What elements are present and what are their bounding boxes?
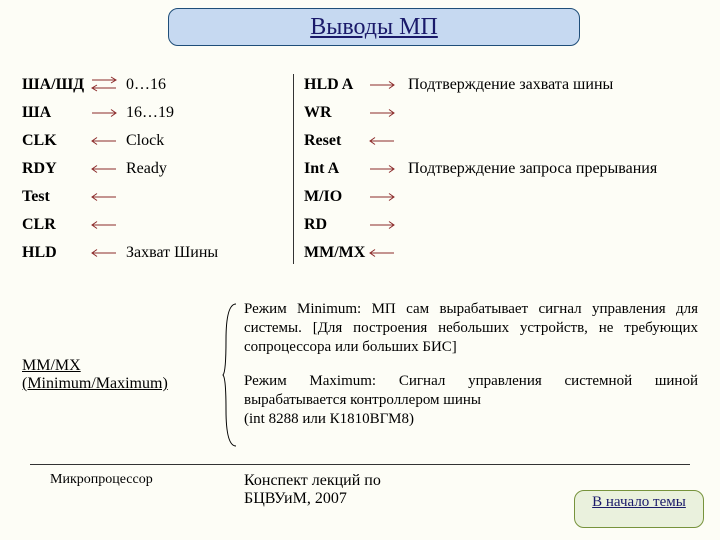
pin-arrow-icon xyxy=(90,107,126,119)
pin-row: Test xyxy=(22,186,287,208)
pin-column-left: ША/ШД 0…16 ША 16…19 CLK Clock RDY Ready Test CLR… xyxy=(22,74,294,264)
page-title: Выводы МП xyxy=(310,14,438,41)
pin-name: RD xyxy=(304,216,368,234)
title-box: Выводы МП xyxy=(168,8,580,46)
pin-columns: ША/ШД 0…16 ША 16…19 CLK Clock RDY Ready Test CLR… xyxy=(22,74,698,264)
pin-name: ША/ШД xyxy=(22,76,90,94)
pin-desc: Подтверждение запроса прерывания xyxy=(408,160,698,178)
footer: Микропроцессор Конспект лекций по БЦВУиМ… xyxy=(0,470,720,530)
pin-desc: 16…19 xyxy=(126,104,287,122)
pin-row: WR xyxy=(304,102,698,124)
pin-name: Test xyxy=(22,188,90,206)
pin-desc: 0…16 xyxy=(126,76,287,94)
pin-row: RD xyxy=(304,214,698,236)
pin-name: HLD xyxy=(22,244,90,262)
pin-name: CLR xyxy=(22,216,90,234)
mmmx-para-max: Режим Maximum: Сигнал управления системн… xyxy=(244,372,698,428)
pin-row: CLR xyxy=(22,214,287,236)
pin-arrow-icon xyxy=(368,79,408,91)
pin-arrow-icon xyxy=(90,163,126,175)
pin-arrow-icon xyxy=(368,247,408,259)
pin-row: MM/MX xyxy=(304,242,698,264)
footer-divider xyxy=(30,464,690,465)
pin-arrow-icon xyxy=(90,76,126,94)
mmmx-text: Режим Minimum: МП сам вырабатывает сигна… xyxy=(240,300,698,450)
pin-arrow-icon xyxy=(368,107,408,119)
pin-arrow-icon xyxy=(90,247,126,259)
footer-left: Микропроцессор xyxy=(50,472,153,488)
pin-name: MM/MX xyxy=(304,244,368,262)
footer-center: Конспект лекций по БЦВУиМ, 2007 xyxy=(244,472,444,508)
pin-row: HLD Захват Шины xyxy=(22,242,287,264)
pin-row: ША 16…19 xyxy=(22,102,287,124)
pin-arrow-icon xyxy=(368,163,408,175)
back-to-topic-button[interactable]: В начало темы xyxy=(574,490,704,528)
pin-name: HLD A xyxy=(304,76,368,94)
pin-row: M/IO xyxy=(304,186,698,208)
pin-arrow-icon xyxy=(368,135,408,147)
pin-row: CLK Clock xyxy=(22,130,287,152)
pin-name: M/IO xyxy=(304,188,368,206)
pin-desc: Ready xyxy=(126,160,287,178)
pin-desc: Подтверждение захвата шины xyxy=(408,76,698,94)
pin-arrow-icon xyxy=(90,135,126,147)
pin-row: ША/ШД 0…16 xyxy=(22,74,287,96)
pin-arrow-icon xyxy=(368,219,408,231)
pin-desc: Clock xyxy=(126,132,287,150)
pin-name: Int A xyxy=(304,160,368,178)
pin-arrow-icon xyxy=(368,191,408,203)
pin-name: Reset xyxy=(304,132,368,150)
pin-name: CLK xyxy=(22,132,90,150)
pin-row: HLD A Подтверждение захвата шины xyxy=(304,74,698,96)
mmmx-bracket xyxy=(222,300,240,450)
pin-desc: Захват Шины xyxy=(126,244,287,262)
pin-row: RDY Ready xyxy=(22,158,287,180)
mmmx-para-min: Режим Minimum: МП сам вырабатывает сигна… xyxy=(244,300,698,356)
mmmx-label-cell: MM/MX (Minimum/Maximum) xyxy=(22,300,222,450)
pin-name: RDY xyxy=(22,160,90,178)
pin-name: WR xyxy=(304,104,368,122)
pin-name: ША xyxy=(22,104,90,122)
pin-arrow-icon xyxy=(90,219,126,231)
pin-column-right: HLD A Подтверждение захвата шины WR Reset In… xyxy=(294,74,698,264)
pin-row: Int A Подтверждение запроса прерывания xyxy=(304,158,698,180)
pin-row: Reset xyxy=(304,130,698,152)
mmmx-label: MM/MX (Minimum/Maximum) xyxy=(22,357,216,393)
pin-arrow-icon xyxy=(90,191,126,203)
mmmx-block: MM/MX (Minimum/Maximum) Режим Minimum: М… xyxy=(22,300,698,450)
